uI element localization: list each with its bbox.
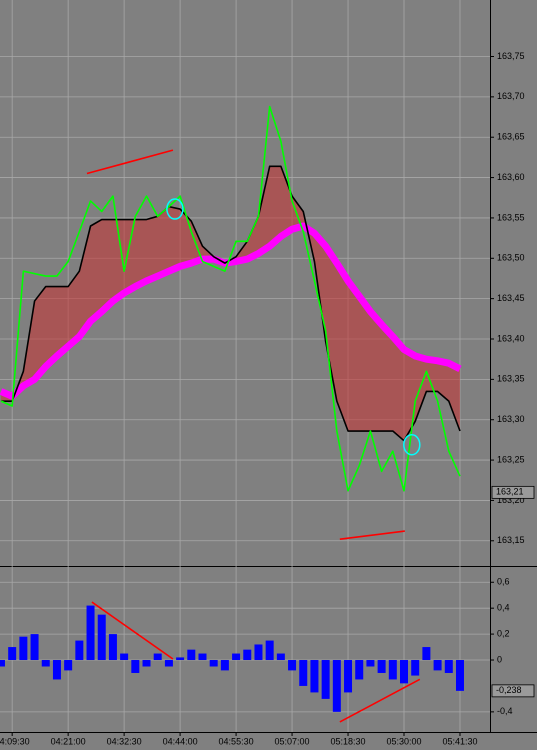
y-tick-label: 0,6: [497, 577, 510, 587]
bar: [131, 660, 140, 673]
trend-line: [91, 601, 174, 660]
bar: [243, 649, 252, 661]
y-tick-label: 0,4: [497, 603, 510, 613]
last-value-box: [491, 684, 535, 698]
bar: [153, 653, 162, 661]
bar: [187, 649, 196, 661]
trend-line: [86, 149, 174, 175]
series-line: [0, 105, 461, 492]
highlight-circle: [403, 433, 421, 456]
y-tick-label: 163,25: [497, 454, 525, 464]
x-tick-label: 05:07:00: [275, 736, 310, 746]
x-tick-label: 04:44:00: [163, 736, 198, 746]
bar: [332, 660, 341, 712]
y-tick-label: 163,20: [497, 495, 525, 505]
last-value-label: 163,21: [496, 487, 524, 497]
bar: [355, 660, 364, 680]
trend-line: [339, 678, 421, 723]
bar: [220, 660, 229, 671]
x-tick-label: 05:41:30: [442, 736, 477, 746]
x-tick-label: 04:09:30: [0, 736, 30, 746]
bar: [142, 660, 151, 667]
bar: [97, 614, 106, 661]
highlight-circle: [166, 198, 184, 220]
y-tick-label: 163,45: [497, 293, 525, 303]
y-tick-label: 163,40: [497, 333, 525, 343]
bar: [321, 660, 330, 699]
bar: [232, 653, 241, 661]
bar: [75, 640, 84, 661]
bar: [0, 660, 5, 667]
bar: [86, 605, 95, 661]
bar: [400, 660, 409, 684]
bar: [30, 634, 39, 661]
bar: [41, 660, 50, 667]
bar: [344, 660, 353, 693]
bar: [198, 653, 207, 661]
bar: [433, 660, 442, 671]
y-tick-label: -0,4: [497, 706, 513, 716]
y-tick-label: 163,60: [497, 172, 525, 182]
ribbon: [0, 166, 460, 441]
last-value-box: [491, 485, 535, 499]
bar: [8, 647, 17, 661]
bar: [444, 660, 453, 673]
bar: [455, 660, 464, 691]
y-tick-label: 163,30: [497, 414, 525, 424]
bar: [388, 660, 397, 680]
bar: [209, 660, 218, 667]
y-tick-label: 163,35: [497, 374, 525, 384]
y-tick-label: 163,50: [497, 253, 525, 263]
bar: [366, 660, 375, 667]
y-tick-label: 163,65: [497, 132, 525, 142]
y-tick-label: 163,75: [497, 51, 525, 61]
bar: [176, 657, 185, 661]
y-tick-label: 0: [497, 654, 502, 664]
y-tick-label: 0,2: [497, 628, 510, 638]
bar: [254, 644, 263, 661]
bar: [411, 660, 420, 676]
y-tick-label: 163,55: [497, 212, 525, 222]
series-line: [0, 222, 462, 400]
bar: [310, 660, 319, 693]
y-tick-label: 163,70: [497, 91, 525, 101]
bar: [108, 634, 117, 661]
y-tick-label: 163,15: [497, 535, 525, 545]
bar: [276, 653, 285, 661]
bar: [265, 640, 274, 661]
bar: [422, 647, 431, 661]
trend-line: [339, 530, 405, 540]
bar: [377, 660, 386, 673]
x-tick-label: 04:21:00: [51, 736, 86, 746]
bar: [164, 660, 173, 667]
bar: [299, 660, 308, 686]
bar: [120, 653, 129, 661]
x-tick-label: 05:30:00: [386, 736, 421, 746]
series-line: [0, 165, 461, 442]
bar: [64, 660, 73, 671]
last-value-label: -0,238: [496, 685, 522, 695]
x-tick-label: 05:18:30: [331, 736, 366, 746]
x-tick-label: 04:32:30: [107, 736, 142, 746]
x-tick-label: 04:55:30: [219, 736, 254, 746]
bar: [288, 660, 297, 671]
bar: [52, 660, 61, 680]
bar: [19, 636, 28, 661]
